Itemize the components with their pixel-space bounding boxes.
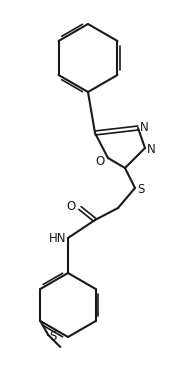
Text: HN: HN: [48, 231, 66, 245]
Text: S: S: [137, 182, 144, 196]
Text: N: N: [140, 121, 149, 133]
Text: N: N: [147, 142, 156, 156]
Text: O: O: [67, 200, 76, 212]
Text: O: O: [95, 154, 105, 168]
Text: S: S: [49, 329, 57, 342]
